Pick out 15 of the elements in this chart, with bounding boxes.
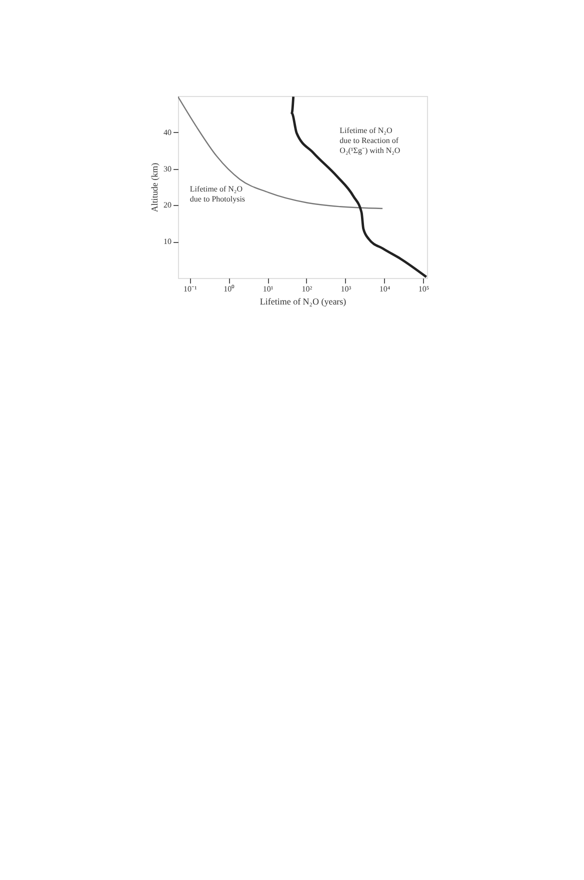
y-axis-title: Altitude (km) xyxy=(150,162,160,212)
x-axis-title: Lifetime of N₂O (years) xyxy=(260,296,346,306)
y-tick-label: 10 xyxy=(164,237,172,246)
x-tick-label: 10⁴ xyxy=(379,284,390,294)
x-tick-label: 10³ xyxy=(340,284,352,294)
x-tick-label: 10² xyxy=(302,284,313,294)
x-tick-label: 10¹ xyxy=(262,284,274,294)
series-label: Lifetime of N₂O due to Photolysis xyxy=(190,184,246,204)
x-tick-label: 10⁻¹ xyxy=(184,284,198,294)
y-tick-label: 30 xyxy=(164,164,172,174)
x-tick-label: 10⁰ xyxy=(224,284,235,294)
x-tick-label: 10⁵ xyxy=(418,284,430,294)
y-tick-label: 40 xyxy=(164,128,172,137)
text: Lifetime of N₂O due to Reaction of O₂(¹Σg⁻) with N₂O xyxy=(340,126,400,156)
y-tick-label: 20 xyxy=(164,200,172,210)
